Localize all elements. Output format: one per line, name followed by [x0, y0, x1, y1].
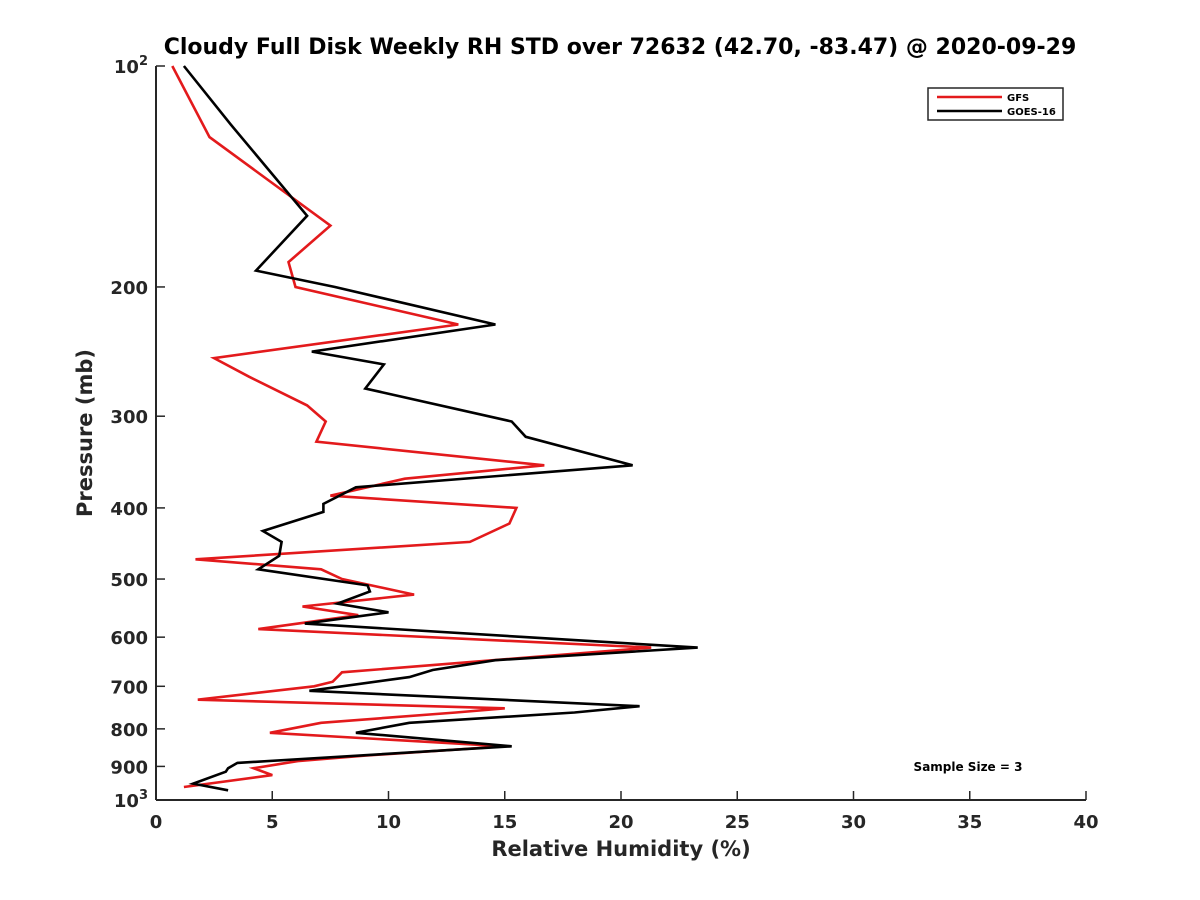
series-line-gfs	[171, 65, 652, 789]
x-tick-label: 25	[725, 812, 750, 833]
series-layer	[171, 65, 698, 792]
y-tick-label: 600	[110, 628, 148, 649]
y-tick-label: 500	[110, 570, 148, 591]
legend: GFS GOES-16	[927, 87, 1064, 121]
x-axis-ticks: 0 5 10 15 20 25 30 35 40	[150, 791, 1099, 833]
x-tick-label: 10	[376, 812, 401, 833]
y-axis-label: Pressure (mb)	[73, 349, 97, 517]
chart-title: Cloudy Full Disk Weekly RH STD over 7263…	[164, 35, 1077, 60]
y-tick-label: 200	[110, 278, 148, 299]
y-tick-label: 300	[110, 407, 148, 428]
y-tick-label: 900	[110, 757, 148, 778]
x-tick-label: 5	[266, 812, 279, 833]
x-tick-label: 15	[492, 812, 517, 833]
y-tick-label: 102	[114, 54, 148, 78]
legend-label: GFS	[1007, 93, 1029, 104]
x-tick-label: 20	[608, 812, 633, 833]
y-tick-label: 400	[110, 499, 148, 520]
series-line-goes-16	[182, 65, 698, 792]
legend-label: GOES-16	[1007, 107, 1056, 118]
x-tick-label: 40	[1073, 812, 1098, 833]
y-tick-label: 103	[114, 788, 148, 812]
x-tick-label: 0	[150, 812, 163, 833]
y-axis-ticks: 102 200 300 400 500 600 700 800 900 103	[110, 54, 165, 812]
plot-area	[156, 66, 1086, 800]
legend-box	[927, 87, 1064, 121]
sample-size-annotation: Sample Size = 3	[914, 760, 1023, 774]
x-axis-label: Relative Humidity (%)	[491, 837, 750, 861]
y-tick-label: 700	[110, 677, 148, 698]
y-tick-label: 800	[110, 720, 148, 741]
x-tick-label: 30	[841, 812, 866, 833]
x-tick-label: 35	[957, 812, 982, 833]
